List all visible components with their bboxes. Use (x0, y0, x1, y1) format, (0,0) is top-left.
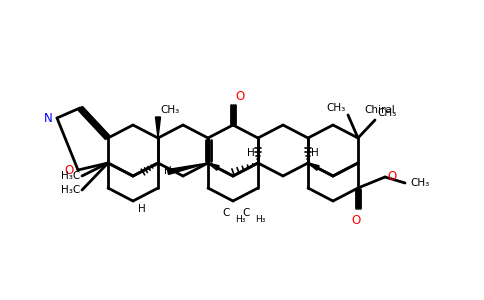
Text: O: O (387, 170, 396, 184)
Text: O: O (351, 214, 361, 227)
Text: H: H (138, 204, 146, 214)
Polygon shape (308, 163, 319, 170)
Text: H: H (311, 148, 319, 158)
Text: C: C (242, 208, 250, 218)
Text: C: C (222, 208, 230, 218)
Text: H: H (164, 166, 172, 176)
Text: H₃: H₃ (235, 214, 245, 224)
Polygon shape (155, 117, 161, 138)
Text: H₃C: H₃C (61, 171, 80, 181)
Text: CH₃: CH₃ (410, 178, 429, 188)
Text: O: O (235, 90, 244, 103)
Text: H₃: H₃ (255, 214, 265, 224)
Polygon shape (208, 163, 219, 170)
Text: H₃C: H₃C (61, 185, 80, 195)
Text: CH₃: CH₃ (160, 105, 179, 115)
Text: N: N (44, 112, 53, 124)
Text: CH₃: CH₃ (327, 103, 346, 113)
Text: Chiral: Chiral (364, 105, 395, 115)
Text: CH₃: CH₃ (377, 108, 396, 118)
Text: H: H (247, 148, 255, 158)
Text: O: O (65, 164, 74, 176)
Polygon shape (167, 163, 208, 174)
